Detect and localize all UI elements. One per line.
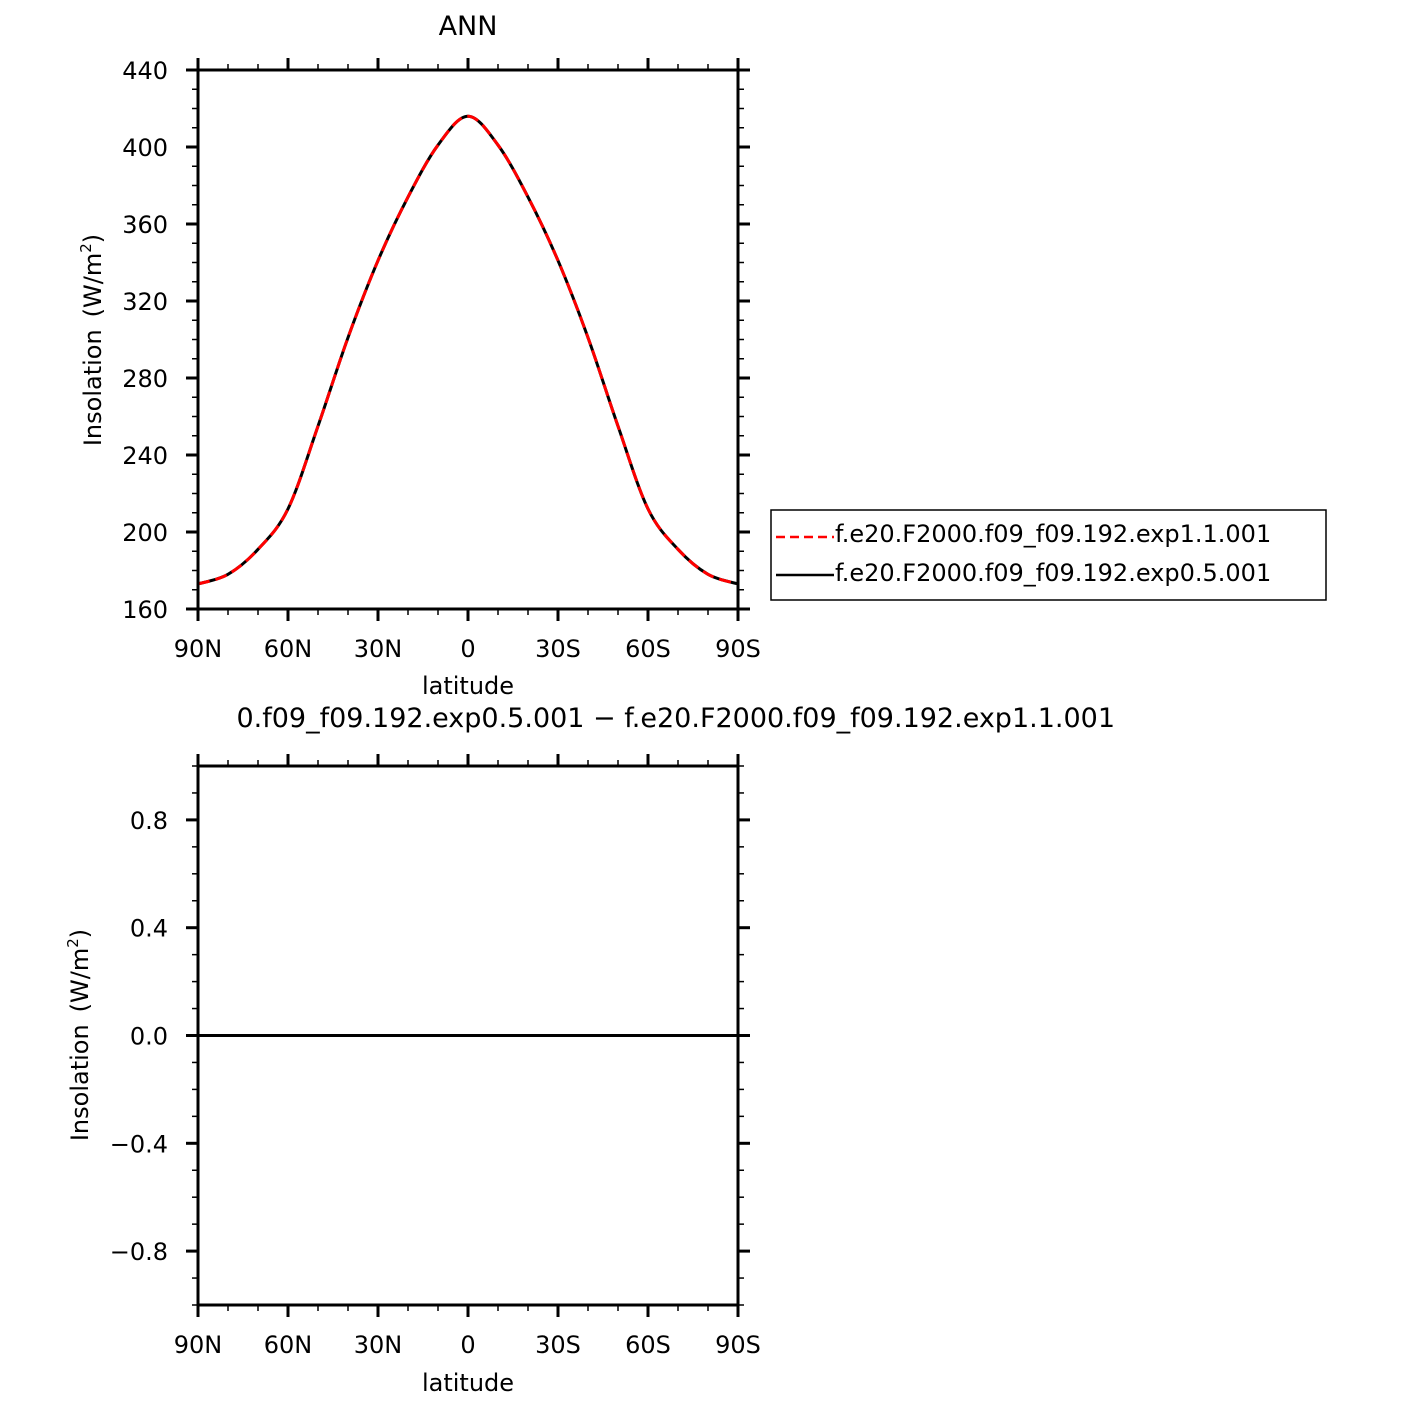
y-axis-quantity: Insolation xyxy=(66,1024,94,1141)
tick-marks xyxy=(186,58,750,621)
difference-panel: 0.f09_f09.192.exp0.5.001 − f.e20.F2000.f… xyxy=(64,703,1115,1397)
y-axis-unit: (W/m xyxy=(79,253,107,318)
x-tick-label-90s: 90S xyxy=(715,1331,761,1359)
x-tick-label-30s: 30S xyxy=(535,1331,581,1359)
y-axis-unit-exponent: 2 xyxy=(77,243,95,253)
legend: f.e20.F2000.f09_f09.192.exp1.1.001 f.e20… xyxy=(770,509,1327,601)
legend-label-exp1: f.e20.F2000.f09_f09.192.exp1.1.001 xyxy=(835,520,1271,548)
y-tick-label-0-8: −0.8 xyxy=(110,1238,168,1266)
difference-title: 0.f09_f09.192.exp0.5.001 − f.e20.F2000.f… xyxy=(236,703,1115,734)
y-tick-label-0-0: 0.0 xyxy=(130,1023,168,1051)
y-tick-label-360: 360 xyxy=(122,211,168,239)
y-axis-title: Insolation (W/m2) xyxy=(77,234,107,446)
y-axis-unit-close: ) xyxy=(66,929,94,938)
x-tick-label-30n: 30N xyxy=(354,1331,403,1359)
x-axis-title: latitude xyxy=(422,672,514,700)
y-tick-label-200: 200 xyxy=(122,519,168,547)
legend-entry-exp1: f.e20.F2000.f09_f09.192.exp1.1.001 xyxy=(776,520,1271,548)
y-tick-labels: 160 200 240 280 320 360 400 440 xyxy=(122,57,168,624)
series-layer xyxy=(197,114,739,586)
legend-label-exp05: f.e20.F2000.f09_f09.192.exp0.5.001 xyxy=(835,559,1271,587)
series-line-f-e20-f2000-f09-f09-192-exp0-5-001 xyxy=(197,114,739,586)
y-axis-unit-close: ) xyxy=(79,234,107,243)
x-tick-label-90n: 90N xyxy=(174,1331,223,1359)
y-tick-label-0-4: 0.4 xyxy=(130,915,168,943)
plot-frame xyxy=(196,68,740,611)
insolation-panel: ANN 160 200 240 280 320 360 400 440 90N 60N 30N 0 3… xyxy=(77,11,1327,700)
x-tick-label-60s: 60S xyxy=(625,1331,671,1359)
y-tick-label-240: 240 xyxy=(122,442,168,470)
y-tick-label-320: 320 xyxy=(122,288,168,316)
y-tick-label-280: 280 xyxy=(122,365,168,393)
x-tick-label-30n: 30N xyxy=(354,635,403,663)
x-tick-label-60n: 60N xyxy=(264,635,313,663)
legend-entry-exp05: f.e20.F2000.f09_f09.192.exp0.5.001 xyxy=(776,559,1271,587)
x-tick-label-30s: 30S xyxy=(535,635,581,663)
y-tick-label-0-4: −0.4 xyxy=(110,1130,168,1158)
x-tick-label-60s: 60S xyxy=(625,635,671,663)
y-axis-unit-exponent: 2 xyxy=(64,938,82,948)
legend-box xyxy=(770,509,1327,601)
plot-frame xyxy=(196,764,740,1307)
x-tick-label-0: 0 xyxy=(460,1331,475,1359)
x-tick-label-90s: 90S xyxy=(715,635,761,663)
y-axis-unit: (W/m xyxy=(66,948,94,1013)
x-tick-labels: 90N 60N 30N 0 30S 60S 90S xyxy=(174,1331,761,1359)
y-axis-quantity: Insolation xyxy=(79,329,107,446)
y-tick-label-440: 440 xyxy=(122,57,168,85)
y-axis-title: Insolation (W/m2) xyxy=(64,929,94,1141)
y-tick-label-0-8: 0.8 xyxy=(130,807,168,835)
x-tick-label-0: 0 xyxy=(460,635,475,663)
y-tick-label-160: 160 xyxy=(122,596,168,624)
series-line-f-e20-f2000-f09-f09-192-exp1-1-001 xyxy=(197,114,739,586)
x-tick-labels: 90N 60N 30N 0 30S 60S 90S xyxy=(174,635,761,663)
x-tick-label-60n: 60N xyxy=(264,1331,313,1359)
y-tick-label-400: 400 xyxy=(122,134,168,162)
plot-title: ANN xyxy=(439,11,498,42)
x-tick-label-90n: 90N xyxy=(174,635,223,663)
y-tick-labels: −0.8 −0.4 0.0 0.4 0.8 xyxy=(110,807,168,1266)
x-axis-title: latitude xyxy=(422,1369,514,1397)
